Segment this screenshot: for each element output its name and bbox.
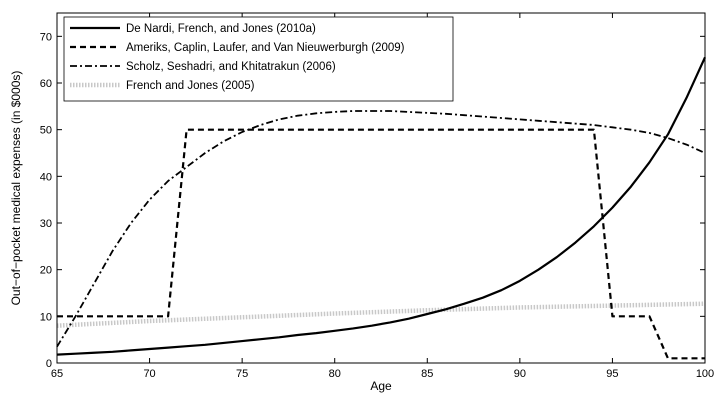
y-tick-label: 60 (40, 78, 52, 90)
x-tick-label: 90 (514, 368, 526, 380)
series-line-3 (56, 110, 706, 348)
legend-box (63, 16, 454, 102)
series-line-2 (57, 128, 705, 360)
legend-label-4: French and Jones (2005) (126, 80, 255, 92)
y-tick-label: 50 (40, 125, 52, 137)
x-tick-label: 85 (421, 368, 433, 380)
y-tick-label: 10 (40, 311, 52, 323)
x-tick-label: 65 (51, 368, 63, 380)
x-tick-label: 75 (236, 368, 248, 380)
series-layer (56, 56, 707, 360)
legend: De Nardi, French, and Jones (2010a) Ameri… (63, 16, 454, 102)
series-line-4 (56, 301, 706, 328)
y-tick-label: 30 (40, 218, 52, 230)
y-tick-label: 70 (40, 31, 52, 43)
x-tick-label: 100 (696, 368, 714, 380)
x-axis-label: Age (370, 379, 392, 393)
x-tick-label: 80 (329, 368, 341, 380)
y-axis-label: Out−of−pocket medical expenses (in $000s… (9, 71, 23, 306)
y-tick-label: 40 (40, 171, 52, 183)
legend-label-2: Ameriks, Caplin, Laufer, and Van Nieuwer… (126, 42, 405, 54)
ticks-layer: 65 70 75 80 85 90 95 100 0 10 20 30 40 50 60 70 (40, 13, 714, 380)
x-tick-label: 95 (606, 368, 618, 380)
legend-label-3: Scholz, Seshadri, and Khitatrakun (2006) (126, 61, 336, 73)
x-tick-label: 70 (143, 368, 155, 380)
y-tick-label: 20 (40, 265, 52, 277)
series-line-1 (56, 56, 707, 356)
plot-frame (56, 12, 706, 364)
y-tick-label: 0 (46, 358, 52, 370)
legend-label-1: De Nardi, French, and Jones (2010a) (126, 23, 316, 35)
